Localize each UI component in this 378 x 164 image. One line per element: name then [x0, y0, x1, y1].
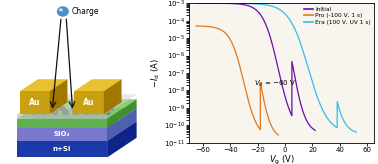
Ellipse shape: [93, 110, 99, 114]
Y-axis label: $-I_\mathrm{d}$ (A): $-I_\mathrm{d}$ (A): [150, 58, 163, 88]
Polygon shape: [50, 79, 67, 114]
Polygon shape: [17, 119, 107, 128]
Text: $V_d$ = $-$60 V: $V_d$ = $-$60 V: [254, 79, 296, 89]
Polygon shape: [20, 79, 67, 91]
Text: Charge: Charge: [72, 7, 99, 16]
Ellipse shape: [104, 110, 110, 114]
Polygon shape: [74, 91, 104, 114]
Legend: Initial, Pro (-100 V, 1 s), Era (100 V, UV 1 s): Initial, Pro (-100 V, 1 s), Era (100 V, …: [304, 6, 371, 26]
Polygon shape: [17, 94, 136, 114]
Polygon shape: [107, 99, 136, 128]
Ellipse shape: [42, 110, 48, 114]
Text: Au: Au: [29, 98, 41, 107]
Polygon shape: [107, 121, 136, 157]
Polygon shape: [20, 91, 50, 114]
Text: Au: Au: [84, 98, 95, 107]
Ellipse shape: [73, 110, 79, 114]
Ellipse shape: [59, 106, 65, 110]
Polygon shape: [74, 79, 122, 91]
Ellipse shape: [52, 110, 58, 114]
Polygon shape: [17, 99, 136, 119]
Polygon shape: [17, 128, 107, 141]
Ellipse shape: [84, 106, 89, 110]
Polygon shape: [17, 108, 136, 128]
Ellipse shape: [47, 106, 53, 110]
Text: SiO₂: SiO₂: [54, 132, 70, 137]
Polygon shape: [107, 108, 136, 141]
Ellipse shape: [57, 7, 68, 16]
Polygon shape: [104, 79, 122, 114]
Ellipse shape: [71, 106, 77, 110]
Ellipse shape: [31, 110, 37, 114]
Ellipse shape: [59, 9, 62, 11]
Text: n+Si: n+Si: [53, 146, 71, 152]
Ellipse shape: [35, 106, 41, 110]
Polygon shape: [17, 121, 136, 141]
Polygon shape: [17, 141, 107, 157]
Polygon shape: [17, 114, 107, 119]
X-axis label: $V_\mathrm{g}$ (V): $V_\mathrm{g}$ (V): [269, 154, 294, 164]
Ellipse shape: [62, 110, 68, 114]
Ellipse shape: [83, 110, 89, 114]
Ellipse shape: [107, 106, 113, 110]
Ellipse shape: [95, 106, 101, 110]
